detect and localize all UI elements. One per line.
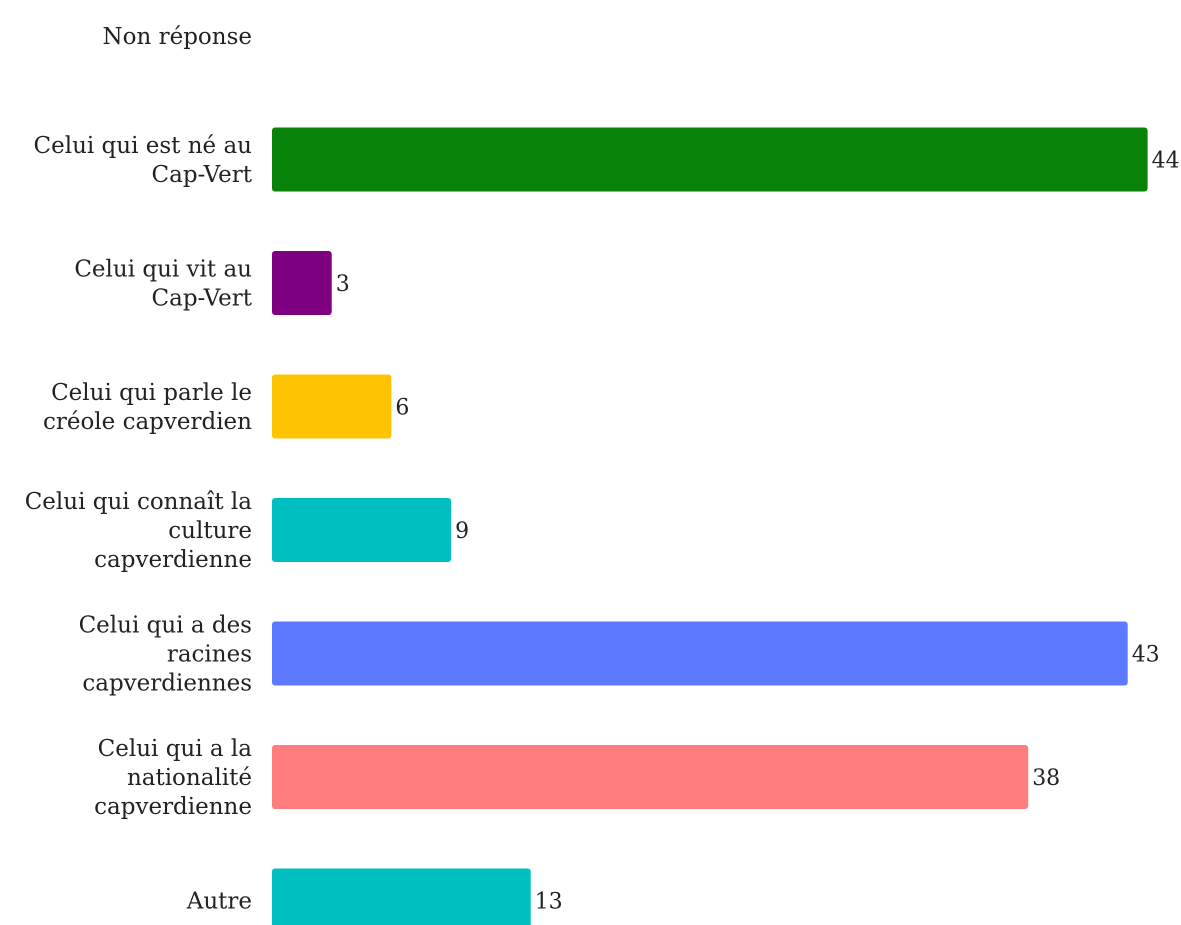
category-label-line: Celui qui a la [98, 736, 253, 762]
category-label-line: créole capverdien [43, 409, 252, 435]
bar-4 [272, 498, 452, 562]
category-label-2: Celui qui vit au Cap-Vert [74, 257, 252, 312]
bar-1 [272, 127, 1148, 192]
category-label-5: Celui qui a des racines capverdiennes [79, 613, 252, 697]
bars-group [272, 127, 1148, 925]
value-label-3: 6 [395, 396, 409, 421]
bar-7 [272, 868, 531, 925]
bar-2 [272, 251, 332, 315]
category-label-line: Celui qui connaît la [25, 489, 253, 515]
value-label-7: 13 [535, 890, 563, 915]
category-label-line: capverdienne [94, 794, 252, 820]
category-label-line: Celui qui a des [79, 613, 252, 639]
category-label-1: Celui qui est né au Cap-Vert [34, 133, 253, 188]
category-label-0: Non réponse [103, 24, 253, 50]
category-label-line: capverdiennes [82, 671, 252, 697]
value-label-6: 38 [1032, 766, 1060, 791]
value-label-5: 43 [1132, 643, 1160, 668]
category-label-line: Celui qui vit au [74, 257, 252, 283]
category-label-7: Autre [186, 889, 252, 915]
value-label-4: 9 [455, 519, 469, 544]
category-label-line: nationalité [127, 765, 252, 791]
bar-3 [272, 374, 392, 439]
category-label-line: Non réponse [103, 24, 253, 50]
category-label-6: Celui qui a la nationalité capverdienne [94, 736, 252, 820]
category-label-line: Autre [186, 889, 252, 915]
value-label-1: 44 [1152, 149, 1180, 174]
category-label-line: culture [168, 518, 252, 544]
value-label-2: 3 [336, 272, 350, 297]
bar-5 [272, 621, 1128, 686]
category-label-line: racines [167, 642, 252, 668]
category-label-3: Celui qui parle le créole capverdien [43, 380, 252, 435]
category-label-line: capverdienne [94, 547, 252, 573]
bar-6 [272, 745, 1029, 809]
value-labels-group: 44 3 6 9 43 38 13 [336, 149, 1180, 915]
category-label-line: Cap-Vert [152, 286, 253, 312]
category-label-line: Celui qui est né au [34, 133, 252, 159]
category-label-4: Celui qui connaît la culture capverdienne [25, 489, 253, 573]
category-label-line: Celui qui parle le [51, 380, 252, 406]
category-label-line: Cap-Vert [152, 162, 253, 188]
